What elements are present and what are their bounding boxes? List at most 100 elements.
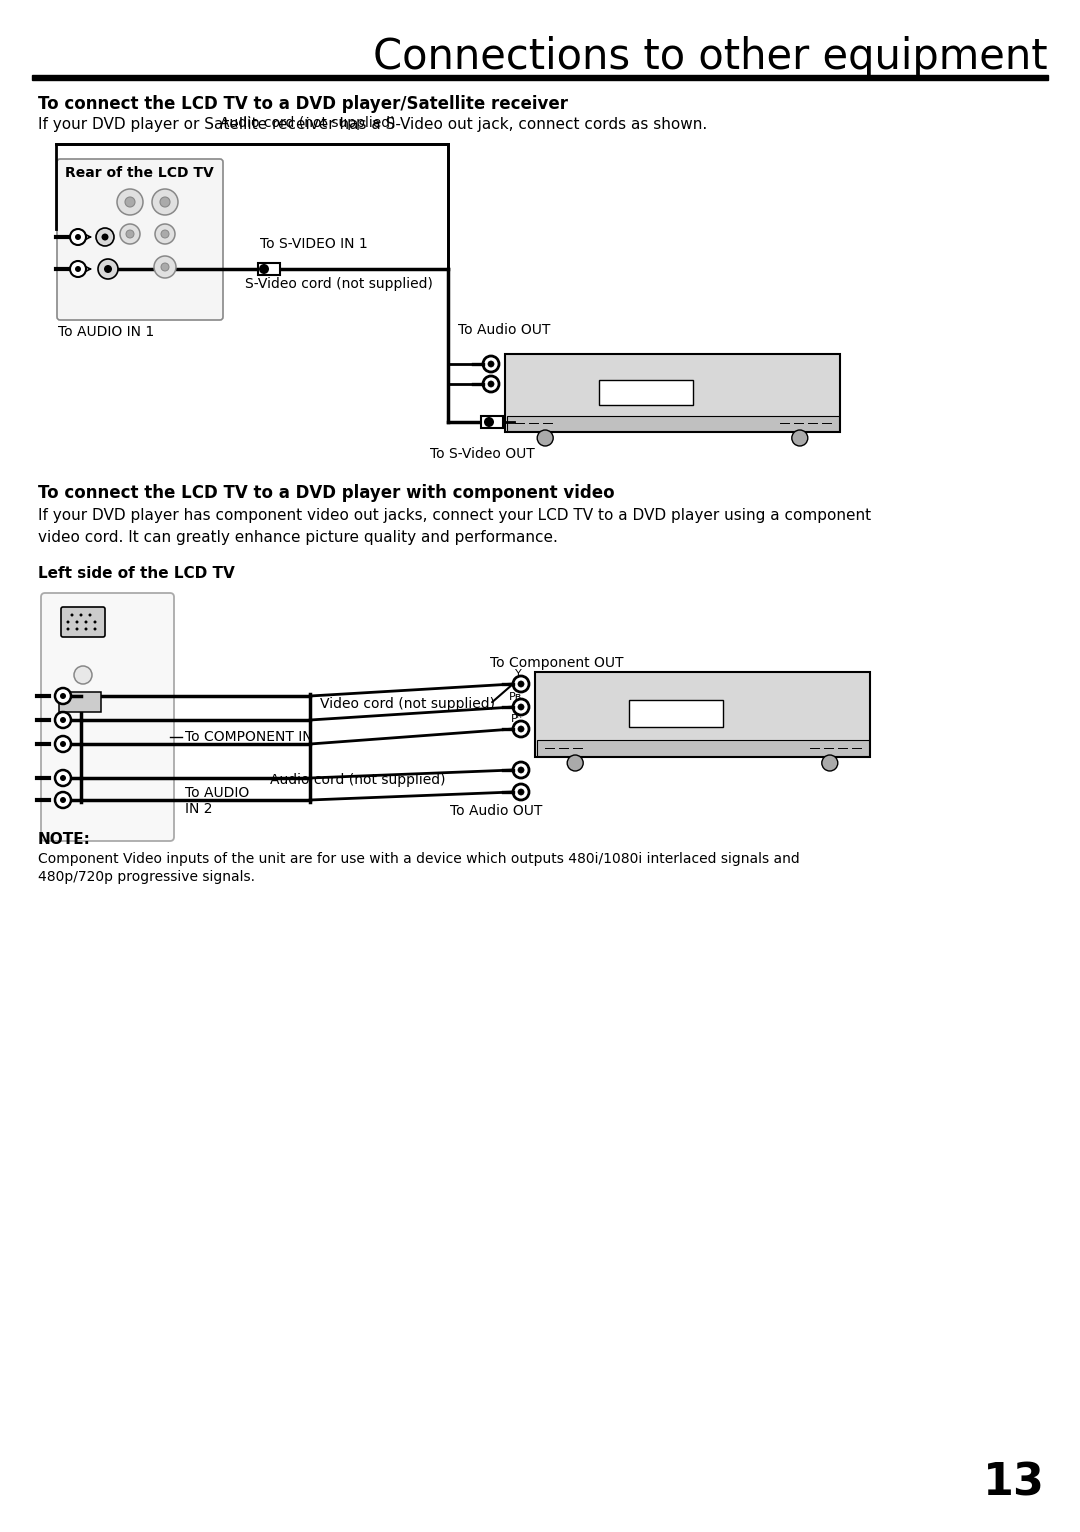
Circle shape bbox=[96, 228, 114, 247]
Circle shape bbox=[89, 613, 92, 616]
Text: Audio cord (not supplied): Audio cord (not supplied) bbox=[270, 774, 446, 787]
Circle shape bbox=[84, 628, 87, 631]
Circle shape bbox=[567, 755, 583, 771]
Bar bbox=[507, 417, 838, 430]
Text: To S-VIDEO IN 1: To S-VIDEO IN 1 bbox=[260, 237, 368, 251]
Circle shape bbox=[483, 375, 499, 392]
Text: Audio cord (not supplied): Audio cord (not supplied) bbox=[220, 116, 395, 130]
Circle shape bbox=[537, 430, 553, 446]
Circle shape bbox=[70, 228, 86, 245]
Circle shape bbox=[792, 430, 808, 446]
Text: Connections to other equipment: Connections to other equipment bbox=[374, 35, 1048, 78]
Circle shape bbox=[55, 792, 71, 807]
Bar bbox=[505, 354, 840, 432]
Circle shape bbox=[484, 417, 494, 427]
Circle shape bbox=[67, 620, 69, 624]
Text: Y: Y bbox=[515, 669, 522, 679]
FancyBboxPatch shape bbox=[41, 593, 174, 841]
Circle shape bbox=[55, 712, 71, 728]
Circle shape bbox=[60, 775, 66, 781]
FancyBboxPatch shape bbox=[60, 607, 105, 637]
Circle shape bbox=[126, 230, 134, 237]
Circle shape bbox=[259, 264, 269, 274]
FancyBboxPatch shape bbox=[57, 159, 222, 320]
Circle shape bbox=[161, 264, 168, 271]
Circle shape bbox=[76, 620, 79, 624]
Circle shape bbox=[94, 620, 96, 624]
Circle shape bbox=[94, 628, 96, 631]
Circle shape bbox=[513, 784, 529, 800]
Bar bbox=[258, 264, 280, 276]
Circle shape bbox=[60, 717, 66, 723]
Circle shape bbox=[822, 755, 838, 771]
Circle shape bbox=[60, 692, 66, 699]
Bar bbox=[598, 380, 692, 404]
Text: 480p/720p progressive signals.: 480p/720p progressive signals. bbox=[38, 870, 255, 884]
Text: To connect the LCD TV to a DVD player/Satellite receiver: To connect the LCD TV to a DVD player/Sa… bbox=[38, 95, 568, 113]
Circle shape bbox=[84, 620, 87, 624]
Circle shape bbox=[76, 628, 79, 631]
Text: Component Video inputs of the unit are for use with a device which outputs 480i/: Component Video inputs of the unit are f… bbox=[38, 852, 800, 866]
Text: Pᴿ: Pᴿ bbox=[511, 714, 522, 725]
Circle shape bbox=[60, 741, 66, 748]
Text: Pʙ: Pʙ bbox=[509, 692, 522, 702]
Circle shape bbox=[513, 761, 529, 778]
Text: Video cord (not supplied): Video cord (not supplied) bbox=[320, 697, 495, 711]
Circle shape bbox=[483, 355, 499, 372]
Circle shape bbox=[160, 198, 170, 207]
Circle shape bbox=[518, 768, 524, 774]
Circle shape bbox=[117, 188, 143, 214]
Circle shape bbox=[98, 259, 118, 279]
Circle shape bbox=[80, 613, 82, 616]
Circle shape bbox=[488, 362, 494, 368]
Text: To COMPONENT IN: To COMPONENT IN bbox=[185, 731, 312, 745]
Circle shape bbox=[161, 230, 168, 237]
Text: NOTE:: NOTE: bbox=[38, 832, 91, 847]
Circle shape bbox=[518, 726, 524, 732]
Text: To Audio OUT: To Audio OUT bbox=[450, 804, 542, 818]
Text: To S-Video OUT: To S-Video OUT bbox=[430, 447, 535, 461]
Text: If your DVD player has component video out jacks, connect your LCD TV to a DVD p: If your DVD player has component video o… bbox=[38, 509, 872, 522]
Circle shape bbox=[75, 234, 81, 241]
Text: To Component OUT: To Component OUT bbox=[490, 656, 623, 669]
Circle shape bbox=[104, 265, 112, 273]
Circle shape bbox=[518, 789, 524, 795]
Bar bbox=[629, 700, 723, 728]
Text: If your DVD player or Satellite receiver has a S-Video out jack, connect cords a: If your DVD player or Satellite receiver… bbox=[38, 116, 707, 132]
Bar bbox=[59, 692, 102, 712]
Circle shape bbox=[513, 676, 529, 692]
Circle shape bbox=[55, 688, 71, 705]
Circle shape bbox=[518, 705, 524, 709]
Circle shape bbox=[154, 256, 176, 277]
Circle shape bbox=[55, 771, 71, 786]
Text: To Audio OUT: To Audio OUT bbox=[458, 323, 551, 337]
Circle shape bbox=[75, 666, 92, 683]
Bar bbox=[535, 673, 870, 757]
Text: To AUDIO
IN 2: To AUDIO IN 2 bbox=[185, 786, 249, 817]
Text: Left side of the LCD TV: Left side of the LCD TV bbox=[38, 565, 234, 581]
Circle shape bbox=[55, 735, 71, 752]
Circle shape bbox=[513, 699, 529, 715]
Circle shape bbox=[513, 722, 529, 737]
Text: To AUDIO IN 1: To AUDIO IN 1 bbox=[58, 325, 154, 339]
Text: S-Video cord (not supplied): S-Video cord (not supplied) bbox=[245, 277, 433, 291]
Circle shape bbox=[156, 224, 175, 244]
Bar bbox=[32, 75, 1048, 80]
Bar bbox=[481, 417, 503, 427]
Circle shape bbox=[120, 224, 140, 244]
Circle shape bbox=[125, 198, 135, 207]
Text: 13: 13 bbox=[983, 1462, 1045, 1504]
Bar bbox=[537, 740, 868, 755]
Circle shape bbox=[75, 267, 81, 273]
Circle shape bbox=[70, 613, 73, 616]
Circle shape bbox=[488, 381, 494, 388]
Text: To connect the LCD TV to a DVD player with component video: To connect the LCD TV to a DVD player wi… bbox=[38, 484, 615, 502]
Text: Rear of the LCD TV: Rear of the LCD TV bbox=[65, 165, 214, 179]
Circle shape bbox=[152, 188, 178, 214]
Circle shape bbox=[70, 260, 86, 277]
Circle shape bbox=[60, 797, 66, 803]
Text: video cord. It can greatly enhance picture quality and performance.: video cord. It can greatly enhance pictu… bbox=[38, 530, 558, 545]
Circle shape bbox=[67, 628, 69, 631]
Circle shape bbox=[102, 233, 108, 241]
Circle shape bbox=[518, 680, 524, 686]
